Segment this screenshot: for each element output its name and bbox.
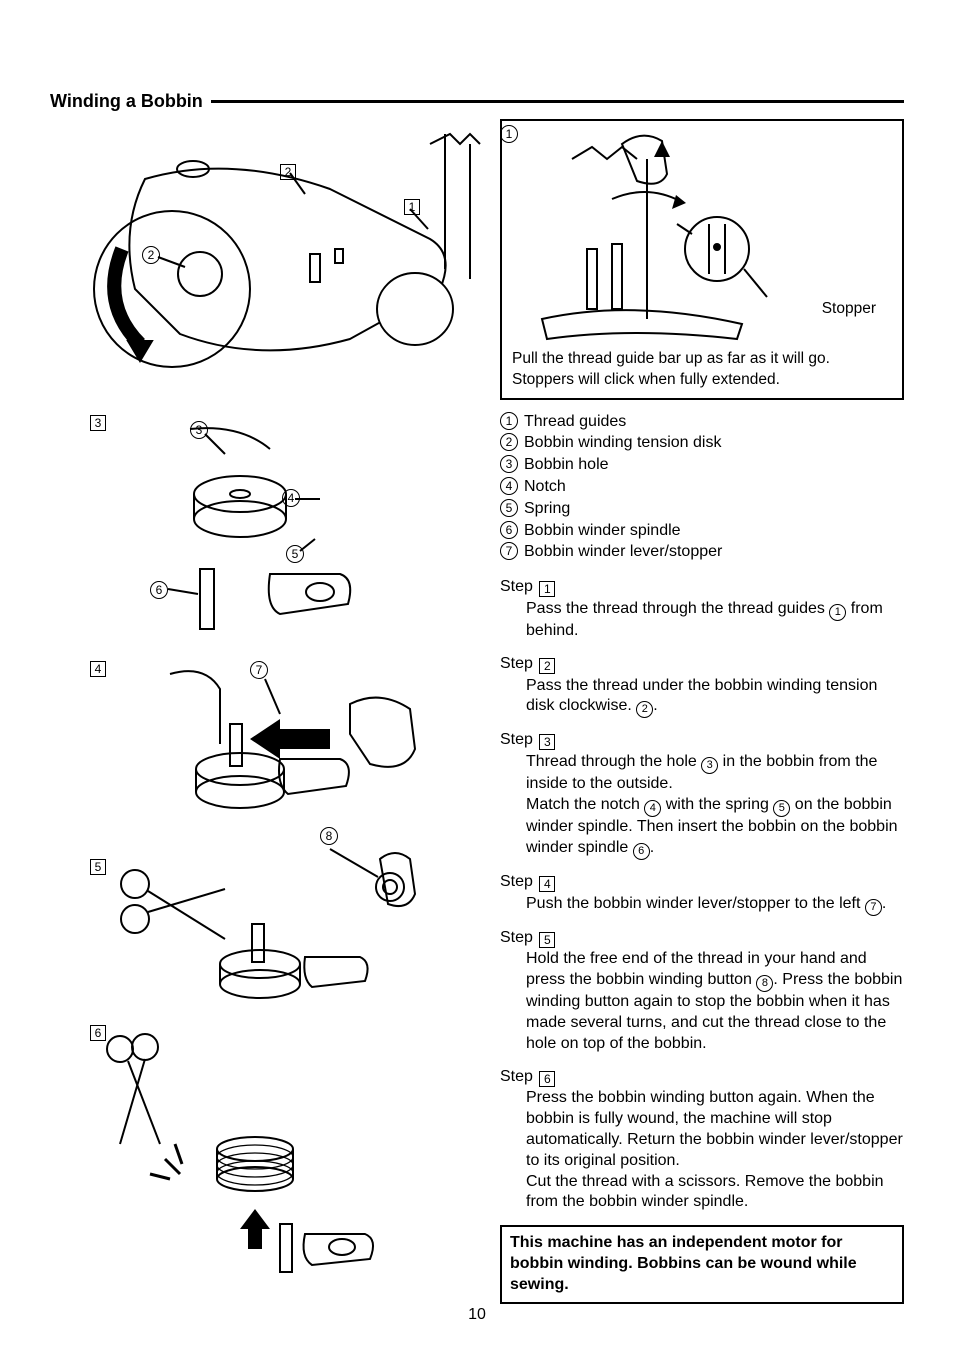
step-label: Step 2 [500,654,904,675]
page-number: 10 [0,1305,954,1326]
diagram-panel-6 [80,1029,420,1279]
legend-label: Bobbin winder spindle [524,521,681,542]
step-word: Step [500,731,537,748]
step-label: Step 5 [500,928,904,949]
step-number-icon: 4 [539,876,555,892]
legend-number-icon: 2 [500,433,518,451]
stopper-svg [512,129,772,349]
callout-text: Pull the thread guide bar up as far as i… [512,349,892,389]
step-label: Step 6 [500,1067,904,1088]
legend-number-icon: 7 [500,542,518,560]
step-label: Step 4 [500,872,904,893]
parts-legend: 1 Thread guides 2 Bobbin winding tension di… [500,412,904,564]
step-number-icon: 5 [539,932,555,948]
step: Step 4Push the bobbin winder lever/stopp… [500,872,904,916]
inline-ref-icon: 2 [636,701,653,718]
legend-row: 5 Spring [500,499,904,520]
step-word: Step [500,873,537,890]
step-number-icon: 6 [539,1071,555,1087]
inline-ref-icon: 3 [701,757,718,774]
legend-label: Spring [524,499,570,520]
step-word: Step [500,929,537,946]
steps-list: Step 1Pass the thread through the thread… [500,577,904,1213]
legend-label: Bobbin hole [524,455,609,476]
legend-label: Notch [524,477,566,498]
step-body: Pass the thread through the thread guide… [500,599,904,642]
diagram-panel-4 [110,664,430,834]
legend-label: Thread guides [524,412,626,433]
step-label: Step 3 [500,730,904,751]
diagram-square-label: 5 [90,859,106,875]
diagram-panel-3 [110,419,410,639]
diagram-square-label: 4 [90,661,106,677]
stopper-diagram: Stopper [512,129,892,349]
legend-number-icon: 1 [500,412,518,430]
step-word: Step [500,1068,537,1085]
diagram-panel-5 [90,839,430,1019]
step: Step 1Pass the thread through the thread… [500,577,904,642]
diagrams-column: 12123345647586 [50,119,490,1303]
step: Step 6Press the bobbin winding button ag… [500,1067,904,1214]
callout-box: Stopper Pull the thread guide bar up as … [500,119,904,399]
legend-row: 1 Thread guides [500,412,904,433]
step-word: Step [500,655,537,672]
stopper-label: Stopper [822,299,876,319]
step-body: Hold the free end of the thread in your … [500,949,904,1054]
step-number-icon: 1 [539,581,555,597]
step-number-icon: 2 [539,658,555,674]
legend-number-icon: 4 [500,477,518,495]
legend-number-icon: 5 [500,499,518,517]
step-label: Step 1 [500,577,904,598]
step: Step 2Pass the thread under the bobbin w… [500,654,904,719]
legend-row: 3 Bobbin hole [500,455,904,476]
step: Step 3Thread through the hole 3 in the b… [500,730,904,859]
title-rule [211,100,904,103]
diagram-square-label: 2 [280,164,296,180]
legend-row: 2 Bobbin winding tension disk [500,433,904,454]
diagram-square-label: 6 [90,1025,106,1041]
section-title: Winding a Bobbin [50,90,203,113]
diagram-main [50,119,490,409]
diagram-stack: 12123345647586 [50,119,490,1279]
legend-label: Bobbin winder lever/stopper [524,542,722,563]
inline-ref-icon: 6 [633,843,650,860]
section-title-row: Winding a Bobbin [50,90,904,113]
step-number-icon: 3 [539,734,555,750]
diagram-square-label: 1 [404,199,420,215]
legend-number-icon: 3 [500,455,518,473]
diagram-square-label: 3 [90,415,106,431]
page-layout: 1 2 1 2 3 3 4 5 6 4 7 5 8 6 [50,119,904,1303]
inline-ref-icon: 4 [644,800,661,817]
legend-row: 4 Notch [500,477,904,498]
inline-ref-icon: 5 [773,800,790,817]
inline-ref-icon: 8 [756,975,773,992]
note-box: This machine has an independent motor fo… [500,1225,904,1303]
legend-label: Bobbin winding tension disk [524,433,721,454]
step-body: Thread through the hole 3 in the bobbin … [500,752,904,860]
inline-ref-icon: 1 [829,604,846,621]
step-body: Pass the thread under the bobbin winding… [500,676,904,719]
inline-ref-icon: 7 [865,899,882,916]
legend-number-icon: 6 [500,521,518,539]
step-body: Press the bobbin winding button again. W… [500,1088,904,1213]
legend-row: 7 Bobbin winder lever/stopper [500,542,904,563]
step-word: Step [500,578,537,595]
step-body: Push the bobbin winder lever/stopper to … [500,894,904,916]
legend-row: 6 Bobbin winder spindle [500,521,904,542]
text-column: Stopper Pull the thread guide bar up as … [490,119,904,1303]
step: Step 5Hold the free end of the thread in… [500,928,904,1055]
